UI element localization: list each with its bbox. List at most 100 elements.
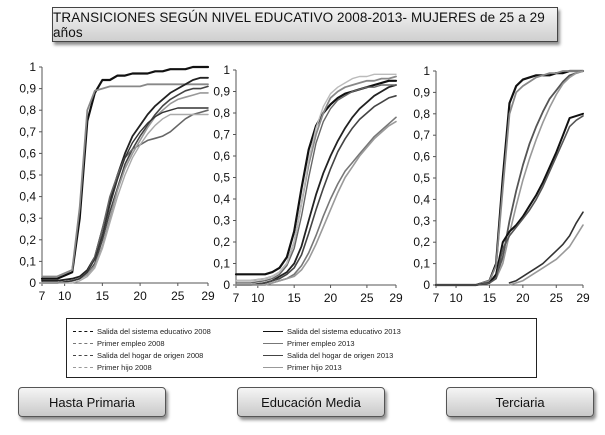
legend-label: Primer empleo 2008: [97, 339, 165, 348]
y-tick-label: 0,8: [19, 103, 36, 117]
legend-swatch: [263, 355, 283, 356]
legend-item: Salida del sistema educativo 2008: [73, 327, 211, 336]
legend-swatch: [73, 355, 93, 356]
series-line-4: [41, 85, 209, 284]
y-tick-label: 0,4: [19, 190, 36, 204]
series-line-3: [235, 84, 397, 286]
series-line-1: [40, 65, 210, 280]
legend-item: Primer hijo 2013: [263, 363, 342, 372]
y-tick-label: 0: [29, 276, 36, 290]
legend-swatch: [263, 343, 283, 344]
x-tick-label: 7: [39, 289, 46, 303]
legend-swatch: [73, 343, 93, 344]
x-tick-label: 29: [576, 291, 590, 305]
y-tick-label: 0,7: [413, 128, 430, 142]
x-tick-label: 15: [483, 291, 497, 305]
y-tick-label: 1: [223, 63, 230, 77]
y-tick-label: 0,5: [413, 171, 430, 185]
y-tick-label: 0,6: [413, 150, 430, 164]
y-tick-label: 1: [423, 64, 430, 78]
x-tick-label: 20: [133, 289, 147, 303]
series-line-2: [41, 83, 209, 278]
chart-panel-3: 0 0,1 0,2 0,3 0,4 0,5 0,6 0,7 0,8 0,9 1 7 10 15 20 25 29: [413, 64, 590, 305]
x-tick-label: 7: [233, 291, 240, 305]
series-line-8: [508, 224, 584, 286]
legend-label: Salida del sistema educativo 2013: [287, 327, 401, 336]
legend-swatch: [73, 367, 93, 368]
y-tick-label: 0,1: [19, 254, 36, 268]
legend: Salida del sistema educativo 2008 Primer …: [66, 318, 537, 378]
series-line-4: [235, 95, 397, 286]
series-line-7: [41, 107, 209, 284]
series-line-1: [434, 69, 585, 287]
y-tick-label: 0,6: [213, 149, 230, 163]
y-tick-label: 0,8: [413, 107, 430, 121]
legend-label: Primer hijo 2008: [97, 363, 152, 372]
legend-item: Primer hijo 2008: [73, 363, 152, 372]
y-tick-label: 0,3: [213, 214, 230, 228]
x-tick-label: 25: [360, 291, 374, 305]
series-line-8: [41, 113, 209, 284]
series-line-7: [508, 211, 584, 284]
series-line-5: [41, 109, 209, 284]
chart-panel-1: 0 0,1 0,2 0,3 0,4 0,5 0,6 0,7 0,8 0,9 1 7 10 15 20 25 29: [19, 60, 215, 303]
x-tick-label: 20: [324, 291, 338, 305]
x-tick-label: 15: [96, 289, 110, 303]
legend-label: Primer empleo 2013: [287, 339, 355, 348]
x-tick-label: 10: [251, 291, 265, 305]
x-tick-label: 20: [516, 291, 530, 305]
legend-item: Primer empleo 2013: [263, 339, 355, 348]
y-tick-label: 0,4: [213, 192, 230, 206]
x-tick-label: 7: [433, 291, 440, 305]
hasta-primaria-button[interactable]: Hasta Primaria: [18, 387, 166, 417]
x-tick-label: 15: [288, 291, 302, 305]
y-tick-label: 1: [29, 60, 36, 74]
legend-label: Salida del sistema educativo 2008: [97, 327, 211, 336]
y-tick-label: 0,9: [19, 82, 36, 96]
y-tick-label: 0,9: [213, 85, 230, 99]
y-tick-label: 0,1: [213, 257, 230, 271]
y-tick-label: 0,5: [19, 168, 36, 182]
y-tick-label: 0: [223, 278, 230, 292]
y-tick-label: 0,3: [19, 211, 36, 225]
y-tick-label: 0,7: [213, 128, 230, 142]
series-line-5: [435, 112, 584, 286]
x-tick-label: 10: [58, 289, 72, 303]
educacion-media-button[interactable]: Educación Media: [237, 387, 385, 417]
series-line-2: [235, 75, 397, 282]
charts-area: 00,10,20,30,40,50,60,70,80,917 10 15 20 25 29…: [19, 60, 590, 305]
chart-title: TRANSICIONES SEGÚN NIVEL EDUCATIVO 2008-…: [52, 7, 558, 42]
y-tick-label: 0,3: [413, 214, 430, 228]
x-tick-label: 29: [201, 289, 215, 303]
y-tick-label: 0: [423, 278, 430, 292]
series-line-8: [235, 73, 397, 282]
legend-item: Primer empleo 2008: [73, 339, 165, 348]
y-tick-label: 0,8: [213, 106, 230, 120]
legend-item: Salida del hogar de origen 2008: [73, 351, 203, 360]
legend-swatch: [263, 331, 283, 332]
series-line-6: [235, 120, 397, 286]
y-tick-label: 0,6: [19, 146, 36, 160]
series-line-3: [41, 76, 209, 282]
chart-panel-2: 0 0,1 0,2 0,3 0,4 0,5 0,6 0,7 0,8 0,9 1 7 10 15 20 25 29: [213, 63, 403, 305]
x-tick-label: 25: [171, 289, 185, 303]
legend-swatch: [73, 331, 93, 332]
y-tick-label: 0,2: [213, 235, 230, 249]
x-tick-label: 25: [550, 291, 564, 305]
y-tick-label: 0,9: [413, 85, 430, 99]
legend-label: Primer hijo 2013: [287, 363, 342, 372]
y-tick-label: 0,4: [413, 192, 430, 206]
y-tick-label: 0,2: [413, 235, 430, 249]
x-tick-label: 29: [389, 291, 403, 305]
y-tick-label: 0,2: [19, 233, 36, 247]
series-line-7: [235, 84, 397, 284]
legend-label: Salida del hogar de origen 2008: [97, 351, 204, 360]
x-tick-label: 10: [449, 291, 463, 305]
series-line-6: [435, 115, 584, 286]
y-tick-label: 0,5: [213, 171, 230, 185]
legend-item: Salida del hogar de origen 2013: [263, 351, 393, 360]
legend-label: Salida del hogar de origen 2013: [287, 351, 394, 360]
legend-swatch: [263, 367, 283, 368]
y-tick-label: 0,1: [413, 257, 430, 271]
terciaria-button[interactable]: Terciaria: [446, 387, 594, 417]
